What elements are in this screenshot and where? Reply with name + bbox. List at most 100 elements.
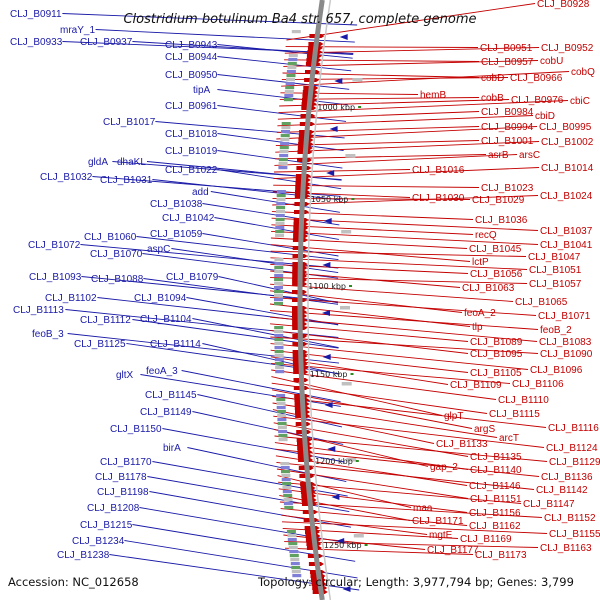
gene-label-left: CLJ_B1018 (165, 129, 218, 140)
cog-block-forward (283, 98, 293, 102)
gene-label-right: arcT (499, 433, 519, 444)
cog-block-forward (291, 566, 301, 570)
cog-block-forward (276, 410, 286, 414)
gene-label-right: CLJ_B1071 (538, 311, 591, 322)
gene-label-right: CLJ_B1065 (515, 297, 568, 308)
cog-block-forward (284, 506, 294, 510)
right-leader-line (277, 115, 534, 127)
reverse-gene (339, 34, 348, 40)
gene-label-right: CLJ_B1036 (475, 215, 528, 226)
left-leader-line (210, 191, 340, 213)
right-leader-line (286, 3, 536, 41)
reverse-gene (322, 310, 330, 316)
gene-label-right: arsC (519, 150, 540, 161)
right-leader-line (270, 277, 528, 284)
gene-label-left: CLJ_B1208 (87, 503, 140, 514)
cog-block-forward (283, 494, 293, 498)
right-leader-line (275, 141, 540, 153)
right-leader-line (272, 402, 498, 438)
cog-block-forward (280, 142, 290, 146)
cog-block-forward (277, 426, 287, 430)
gene-label-right: CLJ_B0994 (481, 122, 534, 133)
gene-label-right: CLJ_B1171 (412, 516, 464, 527)
gene-label-left: feoA_3 (146, 366, 178, 377)
cog-block-forward (291, 570, 301, 574)
gene-label-right: CLJ_B1057 (529, 279, 582, 290)
gene-label-right: CLJ_B1041 (540, 240, 593, 251)
cog-block-forward (276, 402, 286, 406)
cog-block-forward (274, 286, 283, 290)
cog-block-forward (278, 438, 288, 442)
gene-label-left: CLJ_B0933 (10, 37, 63, 48)
left-leader-line (217, 44, 353, 59)
cog-block-forward (275, 230, 285, 234)
right-leader-line (269, 296, 537, 316)
cog-block-forward (274, 294, 283, 298)
gene-label-left: gldA (88, 157, 108, 168)
cog-block-forward (275, 214, 285, 218)
cog-block-forward (286, 74, 296, 78)
gene-label-right: cobB (481, 93, 504, 104)
cog-block-forward (278, 430, 288, 434)
left-leader-line (149, 491, 352, 528)
right-leader-line (273, 415, 545, 448)
map-title: Clostridium botulinum Ba4 str. 657, comp… (123, 12, 476, 27)
right-leader-line (279, 501, 543, 518)
cog-block-forward (281, 470, 290, 474)
right-leader-line (274, 154, 518, 166)
gene-label-left: CLJ_B1072 (28, 240, 81, 251)
cog-block-forward (276, 202, 286, 206)
cog-block-forward (276, 394, 286, 398)
gene-label-left: CLJ_B1038 (150, 199, 203, 210)
cog-block-forward (276, 206, 286, 210)
scale-mark-label: 1200 kbp (315, 457, 353, 466)
left-leader-line (217, 89, 348, 106)
gene-label-right: CLJ_B1023 (481, 183, 534, 194)
gene-label-right: CLJ_B1063 (462, 283, 515, 294)
gene-label-right: CLJ_B1142 (536, 485, 588, 496)
cog-block-forward (275, 366, 285, 370)
scale-tick (349, 285, 352, 287)
gene-label-right: CLJ_B1109 (450, 380, 502, 391)
gene-label-right: CLJ_B1106 (512, 379, 564, 390)
reverse-gene (324, 402, 333, 408)
cog-block-forward (276, 190, 286, 194)
cog-block-forward (287, 66, 297, 70)
cog-block-reverse (340, 306, 350, 310)
reverse-gene (322, 262, 331, 268)
cog-block-forward (274, 358, 284, 362)
gene-label-right: CLJ_B1029 (472, 195, 525, 206)
left-leader-line (218, 276, 339, 304)
gene-label-right: CLJ_B0952 (541, 43, 594, 54)
right-leader-line (273, 169, 411, 173)
gene-label-right: CLJ_B1162 (469, 521, 521, 532)
cog-block-forward (280, 466, 290, 470)
gene-label-left: CLJ_B1093 (29, 272, 82, 283)
gene-label-right: CLJ_B0984 (481, 107, 534, 118)
cog-block-forward (285, 82, 295, 86)
gene-label-right: CLJ_B1056 (470, 269, 523, 280)
gene-label-right: mgtE (429, 530, 453, 541)
right-leader-line (271, 230, 539, 245)
cog-block-forward (277, 422, 287, 426)
scale-mark-label: 1050 kbp (311, 195, 349, 204)
gene-label-left: CLJ_B0937 (80, 37, 133, 48)
left-leader-line (95, 29, 355, 43)
gene-label-right: hemB (420, 90, 446, 101)
cog-block-forward (281, 122, 291, 126)
cog-block-forward (274, 338, 284, 342)
cog-block-forward (288, 58, 298, 62)
cog-block-forward (279, 146, 289, 150)
right-leader-line (273, 167, 540, 180)
cog-block-forward (286, 78, 295, 82)
gene-label-left: gltX (116, 370, 134, 381)
gene-label-left: tipA (193, 85, 211, 96)
gene-label-right: CLJ_B1135 (470, 452, 522, 463)
gene-label-right: asrB (488, 150, 509, 161)
left-leader-line (217, 74, 350, 90)
reverse-gene (326, 170, 335, 176)
gene-label-right: CLJ_B1115 (489, 409, 540, 420)
left-leader-line (202, 203, 340, 226)
gene-label-right: cbiC (570, 96, 590, 107)
gene-label-left: CLJ_B1070 (90, 249, 143, 260)
